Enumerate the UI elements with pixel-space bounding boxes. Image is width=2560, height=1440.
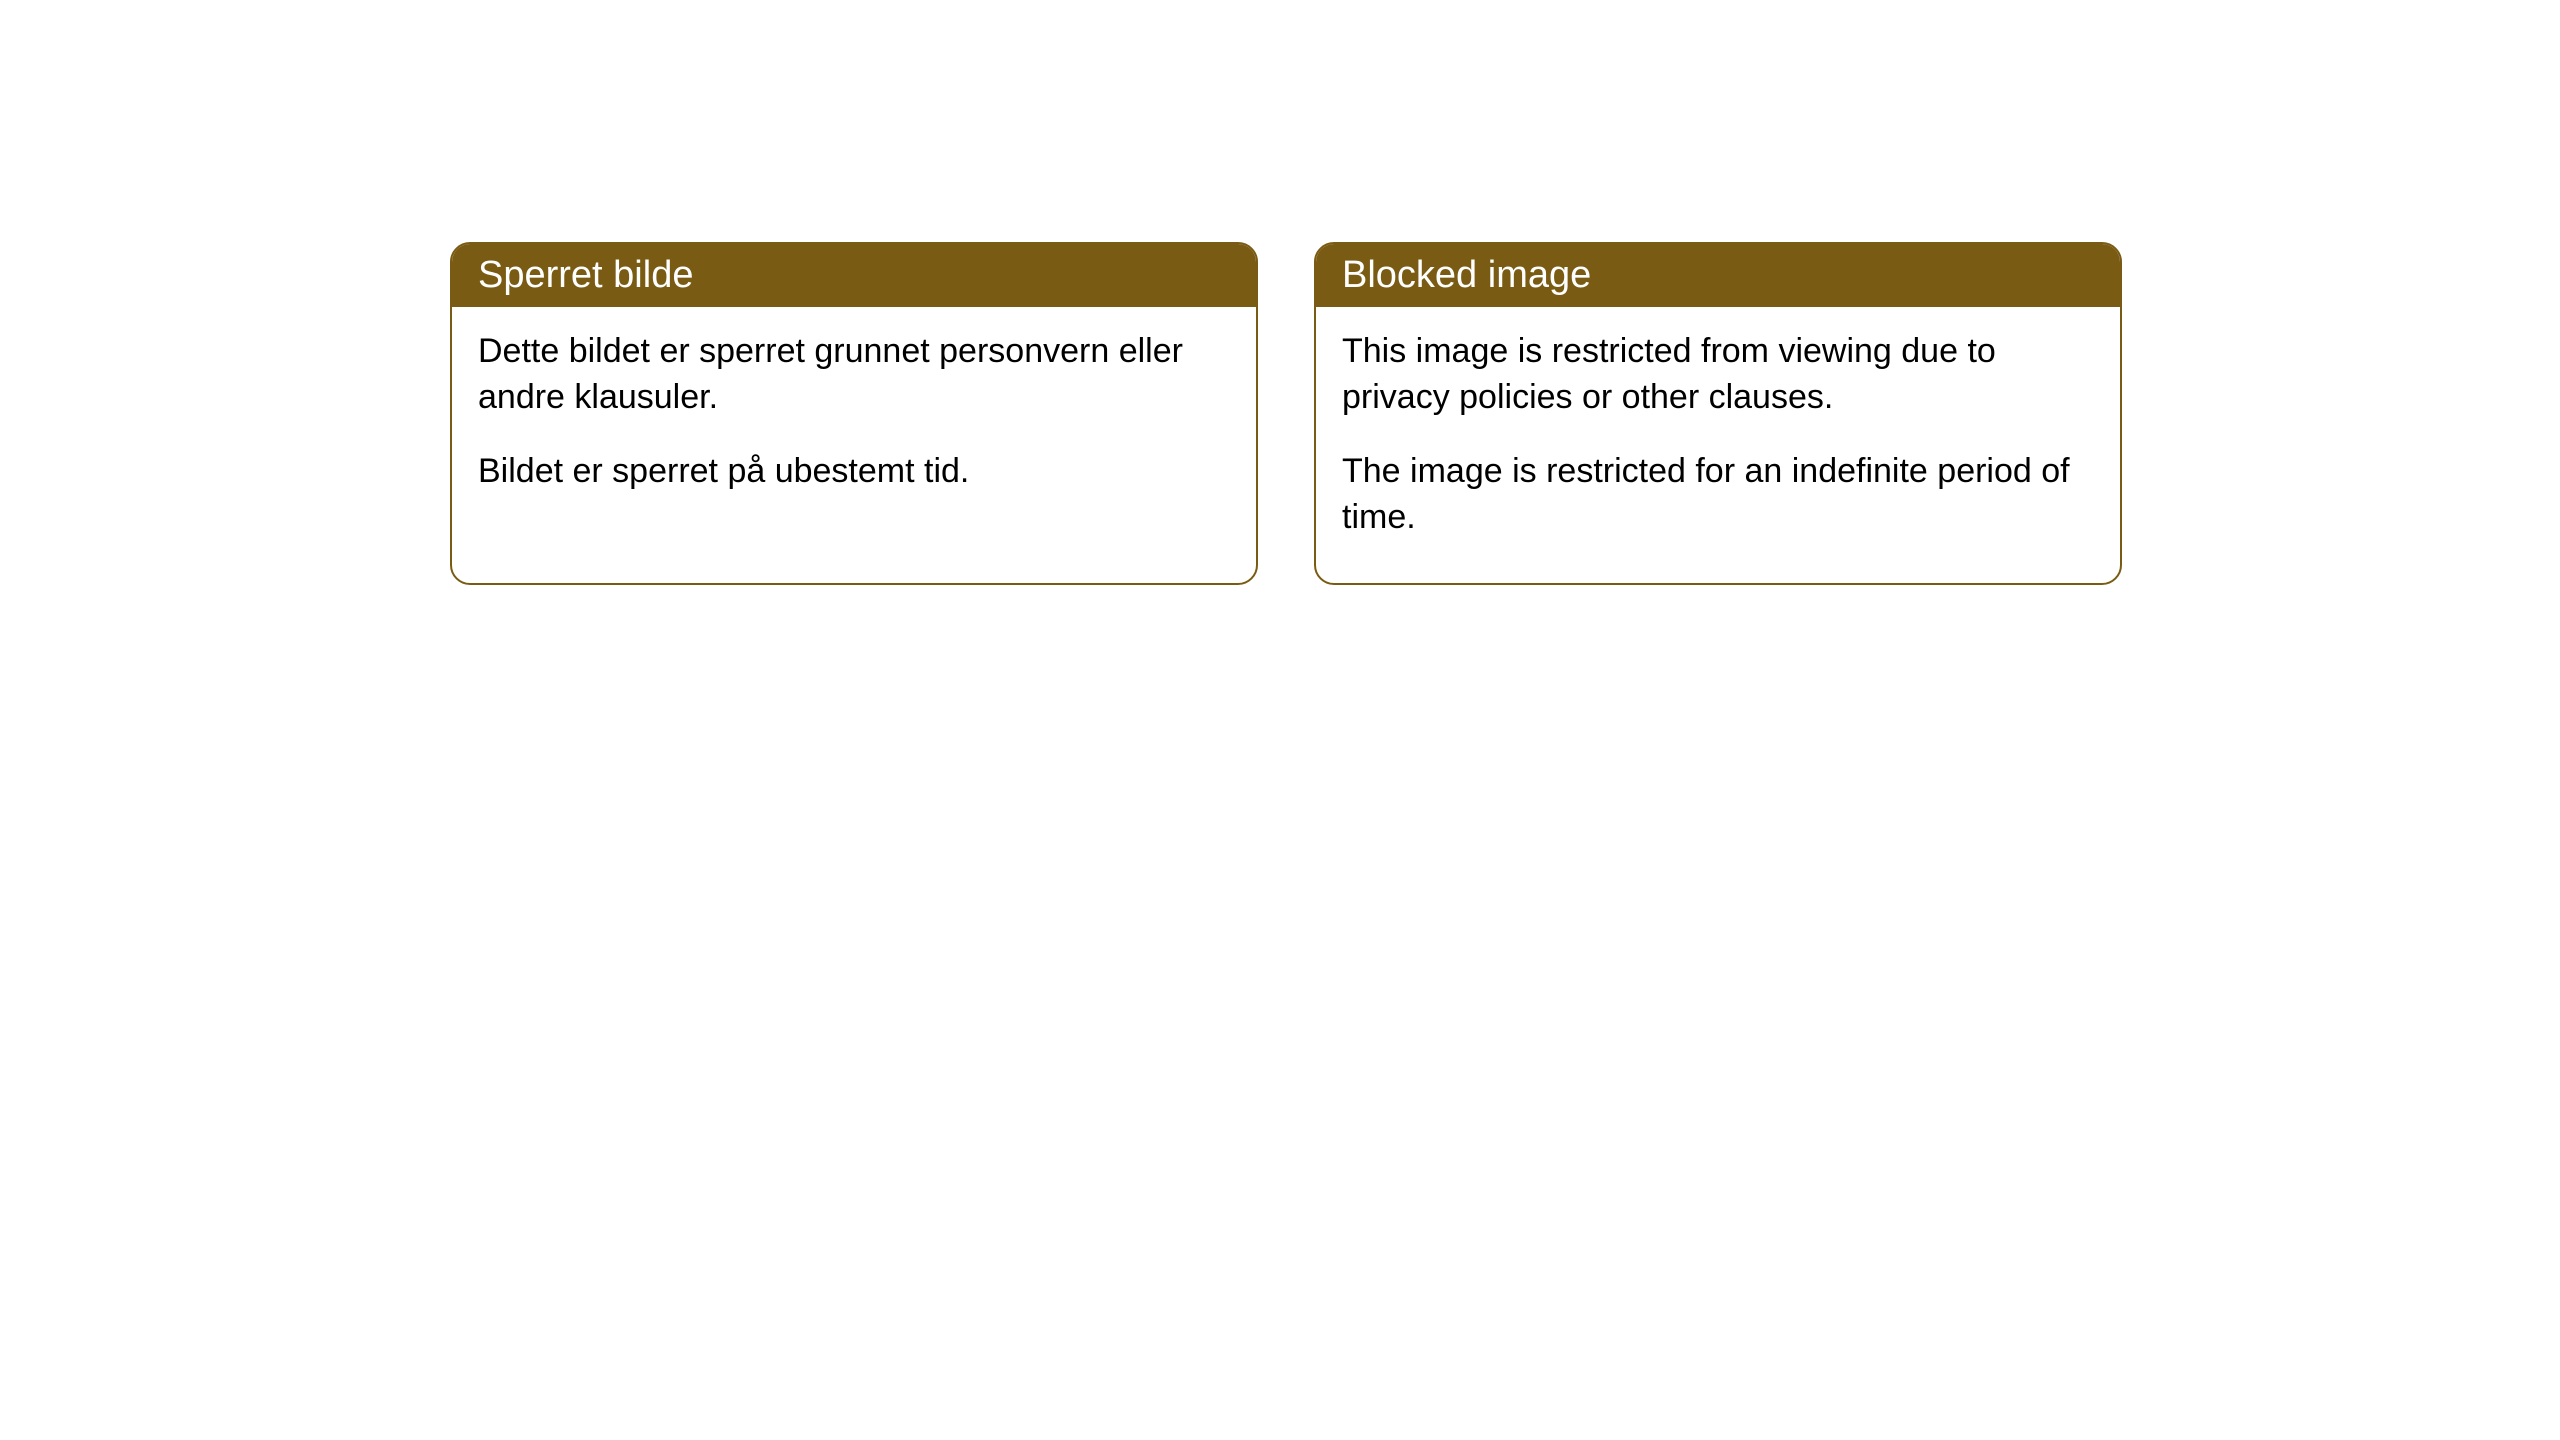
card-body: This image is restricted from viewing du… bbox=[1316, 307, 2120, 583]
card-body: Dette bildet er sperret grunnet personve… bbox=[452, 307, 1256, 537]
blocked-image-card-norwegian: Sperret bilde Dette bildet er sperret gr… bbox=[450, 242, 1258, 585]
card-paragraph-1: Dette bildet er sperret grunnet personve… bbox=[478, 329, 1230, 421]
card-paragraph-1: This image is restricted from viewing du… bbox=[1342, 329, 2094, 421]
card-title: Sperret bilde bbox=[478, 254, 693, 296]
card-header: Blocked image bbox=[1316, 244, 2120, 307]
card-paragraph-2: The image is restricted for an indefinit… bbox=[1342, 449, 2094, 541]
card-paragraph-2: Bildet er sperret på ubestemt tid. bbox=[478, 449, 1230, 495]
card-container: Sperret bilde Dette bildet er sperret gr… bbox=[450, 242, 2122, 585]
card-title: Blocked image bbox=[1342, 254, 1591, 296]
card-header: Sperret bilde bbox=[452, 244, 1256, 307]
blocked-image-card-english: Blocked image This image is restricted f… bbox=[1314, 242, 2122, 585]
